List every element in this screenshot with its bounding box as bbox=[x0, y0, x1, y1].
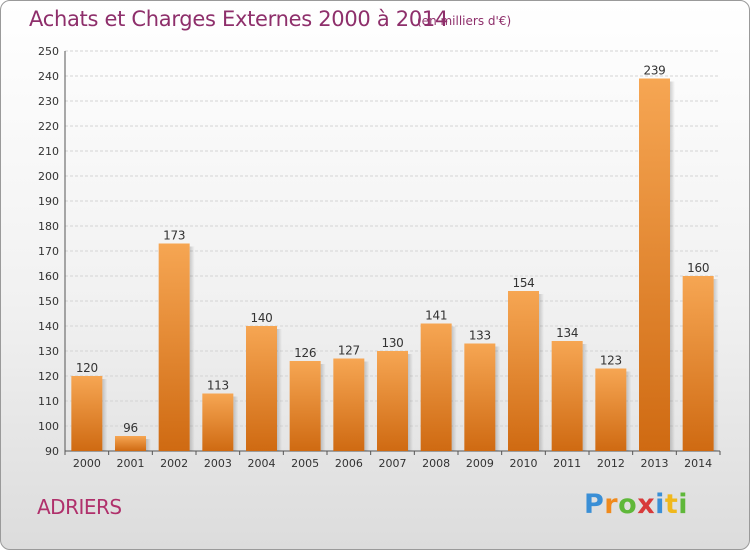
data-label-2005: 126 bbox=[294, 346, 316, 360]
y-tick-labels: 90 100 110 120 130 140 150 160 170 180 190 200 210 22… bbox=[38, 45, 59, 458]
logo-letter: x bbox=[637, 489, 656, 520]
bar-2003 bbox=[202, 393, 234, 451]
x-tick-label: 2011 bbox=[553, 457, 581, 470]
data-label-2009: 133 bbox=[469, 329, 491, 343]
bar-2008 bbox=[420, 323, 452, 451]
bar-2006 bbox=[333, 358, 365, 451]
y-tick-label: 250 bbox=[38, 45, 59, 58]
bar-2002 bbox=[158, 243, 190, 451]
bar-2012 bbox=[595, 368, 627, 451]
data-label-2012: 123 bbox=[600, 354, 622, 368]
data-label-2004: 140 bbox=[250, 311, 272, 325]
bar-2013 bbox=[639, 78, 670, 451]
x-tick-label: 2008 bbox=[422, 457, 450, 470]
bar-2011 bbox=[551, 341, 583, 451]
bar-shadow bbox=[189, 246, 195, 451]
bar-2004 bbox=[246, 326, 277, 451]
data-label-2007: 130 bbox=[381, 336, 403, 350]
commune-name: ADRIERS bbox=[37, 495, 122, 519]
bars bbox=[71, 78, 719, 451]
bar-shadow bbox=[670, 81, 675, 451]
chart-title: Achats et Charges Externes 2000 à 2014 bbox=[29, 7, 449, 31]
x-tick-label: 2005 bbox=[291, 457, 319, 470]
data-label-2002: 173 bbox=[163, 229, 185, 243]
logo-letter: i bbox=[655, 489, 665, 520]
bar-2010 bbox=[508, 291, 539, 451]
x-tick-label: 2013 bbox=[641, 457, 669, 470]
bar-shadow bbox=[146, 439, 151, 451]
bar-2007 bbox=[377, 351, 408, 451]
x-tick-label: 2009 bbox=[466, 457, 494, 470]
bar-shadow bbox=[233, 396, 239, 451]
x-tick-labels: 2000 2001 2002 2003 2004 2005 2006 2007 2008 2009… bbox=[64, 451, 721, 470]
x-tick-label: 2000 bbox=[73, 457, 101, 470]
y-tick-label: 230 bbox=[38, 95, 59, 108]
logo-letter: P bbox=[584, 489, 605, 520]
x-tick-label: 2010 bbox=[510, 457, 538, 470]
data-label-2000: 120 bbox=[76, 361, 98, 375]
bar-shadow bbox=[495, 346, 501, 451]
data-label-2011: 134 bbox=[556, 326, 578, 340]
bar-2001 bbox=[115, 436, 146, 451]
y-tick-label: 200 bbox=[38, 170, 59, 183]
bar-shadow bbox=[102, 379, 108, 451]
y-tick-label: 90 bbox=[45, 445, 59, 458]
bar-shadow bbox=[277, 329, 282, 451]
y-tick-label: 220 bbox=[38, 120, 59, 133]
data-label-2008: 141 bbox=[425, 309, 447, 323]
x-tick-label: 2007 bbox=[379, 457, 407, 470]
bar-shadow bbox=[582, 344, 588, 451]
bar-2005 bbox=[289, 361, 321, 451]
bar-2014 bbox=[682, 276, 714, 451]
bar-shadow bbox=[626, 371, 632, 451]
x-tick-label: 2003 bbox=[204, 457, 232, 470]
proxiti-logo[interactable]: Proxiti bbox=[584, 489, 688, 520]
y-tick-label: 110 bbox=[38, 395, 59, 408]
data-label-2001: 96 bbox=[123, 421, 138, 435]
y-tick-label: 120 bbox=[38, 370, 59, 383]
data-label-2014: 160 bbox=[687, 261, 709, 275]
y-tick-label: 130 bbox=[38, 345, 59, 358]
logo-letter: o bbox=[618, 489, 638, 520]
x-tick-label: 2006 bbox=[335, 457, 363, 470]
logo-letter: t bbox=[664, 489, 679, 520]
logo-letter: i bbox=[678, 489, 689, 520]
bar-2009 bbox=[464, 343, 496, 451]
y-tick-label: 100 bbox=[38, 420, 59, 433]
x-tick-label: 2001 bbox=[117, 457, 145, 470]
y-tick-label: 160 bbox=[38, 270, 59, 283]
x-tick-label: 2002 bbox=[160, 457, 188, 470]
bar-shadow bbox=[539, 294, 544, 451]
bar-shadow bbox=[320, 364, 326, 451]
y-tick-label: 190 bbox=[38, 195, 59, 208]
bar-shadow bbox=[713, 279, 719, 451]
data-labels: 120 96 173 113 140 126 127 130 141 133 154 134 123 23… bbox=[76, 64, 710, 436]
y-tick-label: 240 bbox=[38, 70, 59, 83]
x-tick-label: 2014 bbox=[684, 457, 712, 470]
data-label-2010: 154 bbox=[512, 276, 534, 290]
data-label-2003: 113 bbox=[207, 379, 229, 393]
bar-shadow bbox=[408, 354, 413, 451]
data-label-2013: 239 bbox=[643, 64, 665, 78]
bar-shadow bbox=[451, 326, 457, 451]
logo-letter: r bbox=[604, 489, 619, 520]
y-tick-label: 140 bbox=[38, 320, 59, 333]
x-tick-label: 2004 bbox=[248, 457, 276, 470]
y-tick-label: 150 bbox=[38, 295, 59, 308]
data-label-2006: 127 bbox=[338, 344, 360, 358]
chart-subtitle: (en milliers d'€) bbox=[417, 14, 512, 28]
x-tick-label: 2012 bbox=[597, 457, 625, 470]
y-tick-label: 210 bbox=[38, 145, 59, 158]
bar-shadow bbox=[364, 361, 370, 451]
y-tick-label: 180 bbox=[38, 220, 59, 233]
bar-2000 bbox=[71, 376, 103, 451]
y-tick-label: 170 bbox=[38, 245, 59, 258]
